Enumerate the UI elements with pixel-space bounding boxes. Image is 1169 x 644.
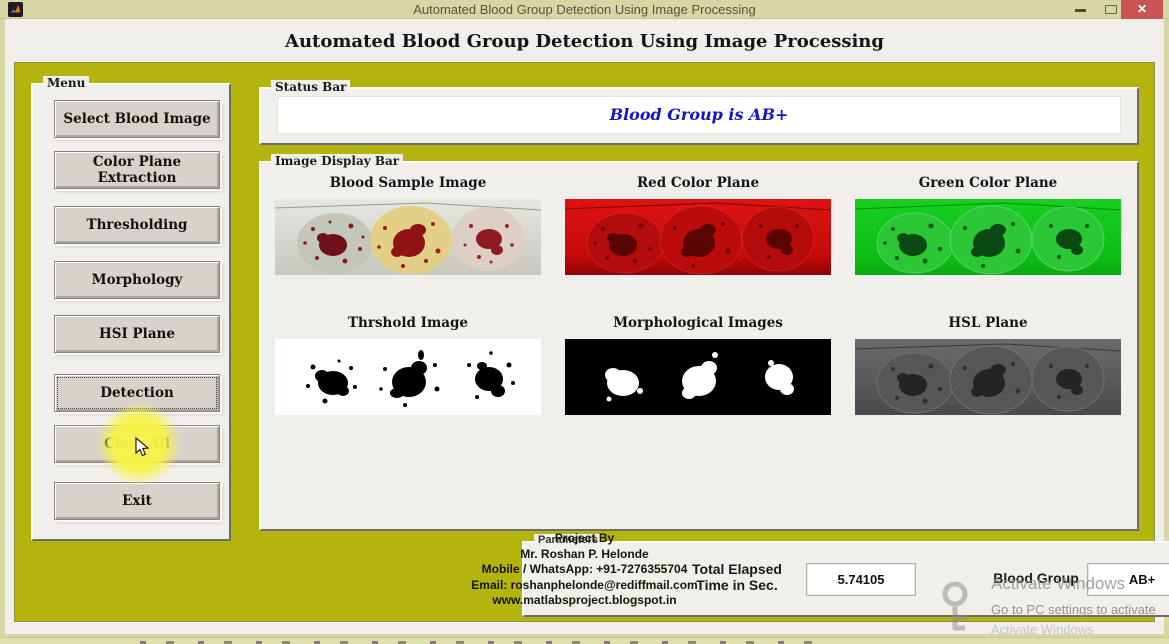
parameters-label: Parameters: [534, 534, 602, 546]
morphology-button[interactable]: Morphology: [54, 261, 220, 299]
window-title: Automated Blood Group Detection Using Im…: [413, 2, 756, 17]
menu-panel-label: Menu: [43, 76, 90, 90]
elapsed-time-label: Total Elapsed Time in Sec.: [692, 561, 782, 593]
parameters-panel: Parameters Total Elapsed Time in Sec. 5.…: [522, 534, 1169, 617]
image-display-panel: Image Display Bar Blood Sample Image Red…: [259, 154, 1169, 617]
status-bar-label: Status Bar: [271, 80, 351, 94]
select-blood-image-button[interactable]: Select Blood Image: [54, 100, 220, 138]
clear-all-button[interactable]: Clear All: [54, 425, 220, 463]
hsl-plane-title: HSL Plane: [948, 315, 1028, 331]
blood-sample-image: [275, 199, 541, 275]
hsi-plane-button[interactable]: HSI Plane: [54, 315, 220, 353]
image-display-label: Image Display Bar: [271, 154, 404, 168]
hsl-plane-image: [855, 339, 1121, 415]
maximize-icon: [1105, 5, 1117, 14]
red-plane-image: [565, 199, 831, 275]
footer-line: Email: roshanphelonde@rediffmail.com: [471, 577, 698, 592]
thresholding-button[interactable]: Thresholding: [54, 206, 220, 244]
footer-line: Mr. Roshan P. Helonde: [520, 546, 649, 561]
green-plane-title: Green Color Plane: [918, 175, 1058, 191]
main-canvas: Menu Select Blood Image Color Plane Extr…: [14, 62, 1169, 622]
background-window-sliver: [0, 637, 1169, 644]
threshold-title: Thrshold Image: [347, 315, 469, 331]
blood-sample-title: Blood Sample Image: [329, 175, 487, 191]
morphological-title: Morphological Images: [613, 315, 783, 331]
blood-group-value[interactable]: AB+: [1087, 563, 1169, 596]
status-message-box: Blood Group is AB+: [277, 96, 1121, 134]
threshold-image: [275, 339, 541, 415]
footer-line: Project By: [554, 531, 615, 545]
main-window: Automated Blood Group Detection Using Im…: [0, 19, 1169, 637]
footer-credits: Project By Mr. Roshan P. Helonde Mobile …: [15, 531, 1154, 609]
menu-panel: Menu Select Blood Image Color Plane Extr…: [31, 76, 231, 541]
titlebar: Automated Blood Group Detection Using Im…: [0, 0, 1169, 19]
detection-button[interactable]: Detection: [54, 374, 220, 412]
blood-group-label: Blood Group: [993, 570, 1079, 586]
minimize-icon: [1075, 9, 1086, 12]
morphological-image: [565, 339, 831, 415]
exit-button[interactable]: Exit: [54, 482, 220, 520]
status-message: Blood Group is AB+: [609, 105, 789, 124]
page-title: Automated Blood Group Detection Using Im…: [285, 31, 884, 52]
elapsed-time-value[interactable]: 5.74105: [806, 563, 916, 596]
green-plane-image: [855, 199, 1121, 275]
footer-line: Mobile / WhatsApp: +91-7276355704: [481, 562, 688, 576]
maximize-button[interactable]: [1098, 0, 1124, 19]
red-plane-title: Red Color Plane: [636, 175, 760, 191]
footer-line: www.matlabsproject.blogspot.in: [492, 593, 677, 607]
background-window-text-marks: [140, 641, 830, 644]
status-bar-panel: Status Bar Blood Group is AB+: [259, 80, 1139, 145]
color-plane-extraction-button[interactable]: Color Plane Extraction: [54, 151, 220, 189]
matlab-icon: [8, 2, 23, 17]
close-button[interactable]: ✕: [1121, 0, 1163, 19]
minimize-button[interactable]: [1068, 0, 1094, 19]
